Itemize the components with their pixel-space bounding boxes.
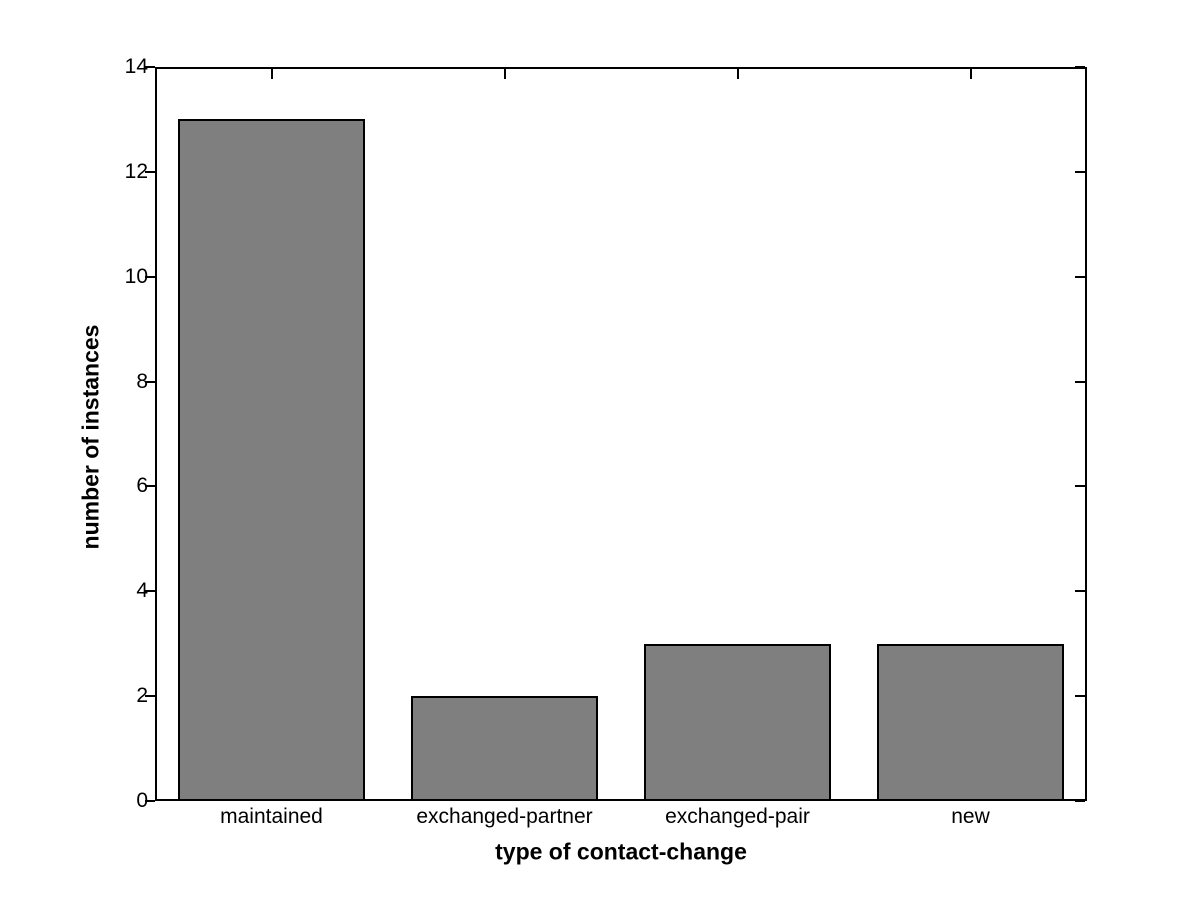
y-tick-left [145, 66, 155, 68]
y-tick-left [145, 590, 155, 593]
y-tick-label: 4 [136, 579, 148, 603]
y-tick-label: 12 [124, 159, 148, 183]
y-tick-label: 0 [136, 789, 148, 812]
x-tick-label: new [951, 805, 990, 828]
y-tick-right [1075, 485, 1085, 488]
y-tick-left [145, 695, 155, 698]
y-tick-right [1075, 695, 1085, 698]
x-tick-top [736, 69, 739, 79]
y-tick-right [1075, 590, 1085, 593]
bar-exchanged-partner [411, 696, 598, 801]
y-tick-label: 14 [124, 55, 148, 78]
x-tick-label: maintained [220, 805, 323, 828]
y-tick-left [145, 380, 155, 383]
x-tick-label: exchanged-partner [416, 805, 593, 828]
y-tick-right [1075, 170, 1085, 173]
y-tick-label: 8 [136, 369, 148, 393]
bar-new [877, 643, 1064, 801]
bar-maintained [178, 119, 365, 801]
x-tick-top [969, 69, 972, 79]
y-tick-right [1075, 380, 1085, 383]
y-tick-right [1075, 275, 1085, 278]
y-tick-right [1075, 66, 1085, 68]
y-tick-label: 2 [136, 684, 148, 708]
y-tick-label: 10 [124, 264, 148, 288]
x-tick-top [270, 69, 273, 79]
x-tick-label: exchanged-pair [665, 805, 810, 828]
y-tick-left [145, 170, 155, 173]
x-tick-top [503, 69, 506, 79]
y-tick-left [145, 485, 155, 488]
bar-exchanged-pair [644, 643, 831, 801]
y-axis-title: number of instances [77, 324, 104, 550]
x-axis-title: type of contact-change [495, 838, 747, 865]
y-tick-label: 6 [136, 474, 148, 498]
y-tick-right [1075, 800, 1085, 802]
y-tick-left [145, 275, 155, 278]
y-tick-left [145, 800, 155, 802]
